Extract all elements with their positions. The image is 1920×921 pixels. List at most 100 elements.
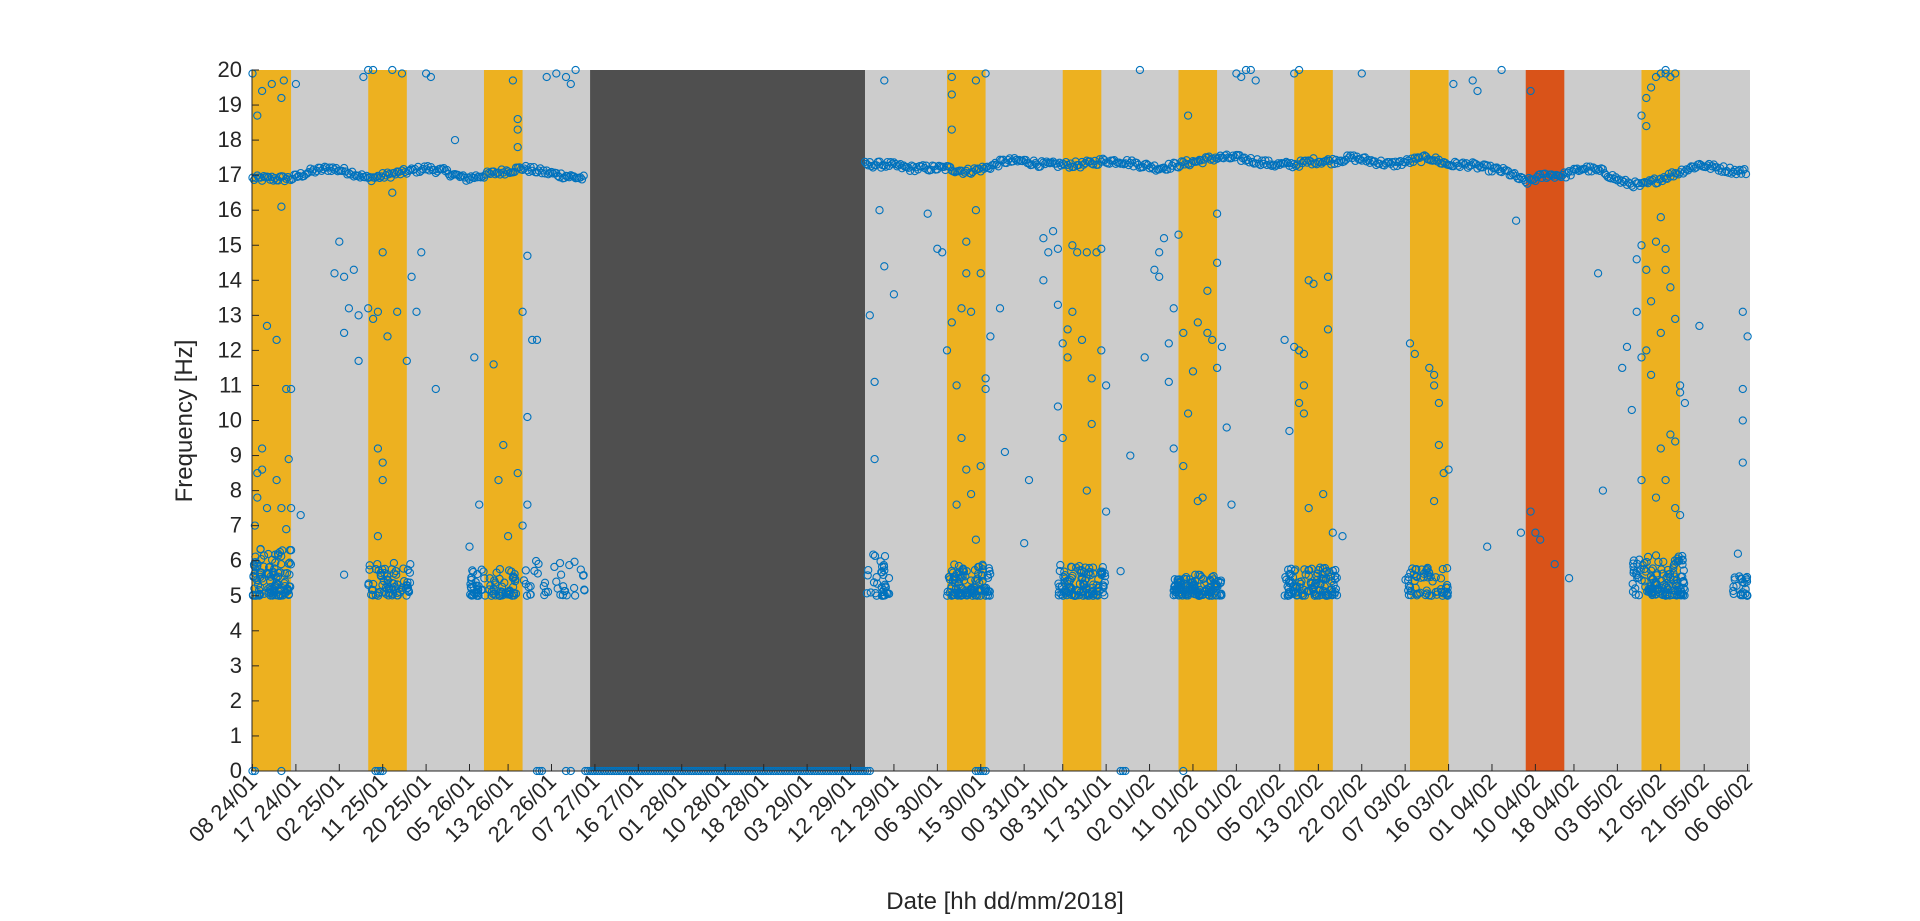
outlier-point (1738, 416, 1747, 425)
y-tick-label: 20 (218, 57, 242, 82)
cluster-point (1644, 584, 1653, 593)
cluster-point (539, 582, 548, 591)
y-tick-label: 8 (230, 478, 242, 503)
outlier-point (947, 72, 956, 82)
baseline-point (442, 165, 452, 175)
cluster-point (1324, 591, 1333, 600)
cluster-point (950, 560, 959, 569)
outlier-point (1193, 318, 1202, 327)
outlier-point (349, 265, 358, 274)
cluster-point (383, 575, 392, 584)
outlier-point (1646, 370, 1656, 380)
band-6 (1178, 70, 1218, 771)
y-tick-label: 12 (218, 337, 242, 362)
outlier-point (1516, 528, 1526, 537)
cluster-point (1672, 576, 1682, 585)
outlier-point (1068, 307, 1077, 316)
cluster-point (1442, 589, 1451, 598)
cluster-point (263, 569, 272, 579)
band-1 (368, 70, 407, 771)
outlier-point (1068, 241, 1077, 250)
cluster-point (1318, 570, 1327, 579)
outlier-point (378, 248, 387, 257)
outlier-point (1024, 475, 1034, 485)
outlier-point (1251, 76, 1260, 85)
cluster-point (256, 583, 265, 592)
outlier-point (971, 76, 981, 85)
cluster-point (1068, 571, 1077, 581)
cluster-point (1200, 580, 1209, 589)
cluster-point (1305, 566, 1314, 575)
outlier-point (1073, 248, 1082, 257)
cluster-point (1673, 554, 1682, 563)
baseline-point (1717, 167, 1727, 176)
cluster-point (1653, 580, 1662, 589)
outlier-point (1212, 209, 1222, 218)
cluster-point (1426, 572, 1435, 582)
outlier-point (1020, 539, 1029, 548)
baseline-point (867, 161, 876, 171)
cluster-point (870, 551, 880, 561)
baseline-point (1391, 157, 1400, 166)
cluster-point (1311, 590, 1321, 599)
outlier-point (378, 458, 387, 467)
outlier-point (1666, 430, 1675, 439)
baseline-point (1410, 153, 1419, 162)
outlier-point (1675, 388, 1685, 397)
cluster-point (1425, 569, 1434, 578)
outlier-point (957, 433, 966, 443)
cluster-point (405, 568, 415, 577)
cluster-point (877, 567, 886, 577)
outlier-point (1222, 423, 1231, 432)
outlier-point (1053, 402, 1063, 411)
outlier-point (1319, 489, 1328, 499)
cluster-point (1216, 578, 1225, 587)
outlier-point (947, 125, 956, 134)
outlier-point (1434, 440, 1444, 450)
cluster-point (534, 559, 543, 569)
outlier-point (286, 503, 296, 513)
cluster-point (496, 587, 506, 596)
cluster-point (1331, 565, 1340, 575)
outlier-point (1738, 458, 1747, 467)
cluster-point (1064, 583, 1074, 592)
cluster-point (1289, 587, 1298, 596)
outlier-point (1294, 65, 1304, 75)
outlier-point (412, 307, 421, 316)
outlier-point (962, 465, 971, 474)
cluster-point (249, 571, 258, 581)
outlier-point (1082, 486, 1091, 495)
cluster-point (1295, 583, 1304, 592)
outlier-point (253, 111, 262, 120)
outlier-point (1169, 444, 1178, 453)
outlier-point (1044, 248, 1053, 257)
outlier-point (1058, 433, 1067, 443)
outlier-point (431, 384, 440, 394)
cluster-point (1079, 567, 1089, 577)
outlier-point (1101, 381, 1111, 390)
cluster-point (1312, 591, 1322, 600)
outlier-point (368, 314, 378, 324)
cluster-point (1678, 551, 1687, 561)
outlier-point (277, 202, 286, 211)
outlier-point (1656, 444, 1665, 453)
outlier-point (1053, 300, 1063, 309)
cluster-point (976, 591, 985, 600)
outlier-point (279, 76, 288, 85)
baseline-point (1286, 158, 1296, 168)
outlier-point (513, 468, 522, 478)
cluster-point (1408, 564, 1417, 573)
y-tick-label: 7 (230, 513, 242, 538)
data-points-layer (248, 65, 1752, 776)
outlier-point (1357, 69, 1366, 78)
cluster-point (1310, 582, 1319, 591)
baseline-point (1206, 155, 1215, 164)
cluster-point (1424, 570, 1433, 580)
outlier-point (388, 65, 397, 75)
outlier-point (1449, 79, 1458, 89)
outlier-point (947, 90, 956, 99)
cluster-point (971, 576, 980, 585)
outlier-point (870, 454, 879, 464)
outlier-point (1179, 328, 1188, 338)
